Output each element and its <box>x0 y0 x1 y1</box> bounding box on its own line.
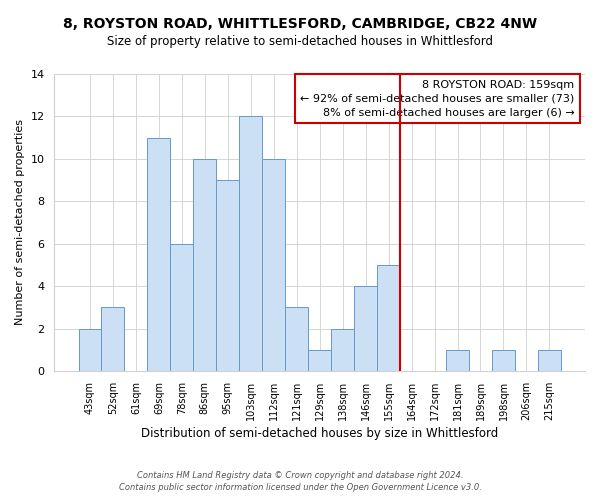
Text: 8 ROYSTON ROAD: 159sqm
← 92% of semi-detached houses are smaller (73)
8% of semi: 8 ROYSTON ROAD: 159sqm ← 92% of semi-det… <box>300 80 574 118</box>
Bar <box>285 308 308 371</box>
Bar <box>354 286 377 371</box>
Bar <box>148 138 170 371</box>
Bar <box>331 328 354 371</box>
Bar <box>239 116 262 371</box>
Bar <box>377 265 400 371</box>
Bar <box>308 350 331 371</box>
Bar <box>193 159 217 371</box>
Bar <box>101 308 124 371</box>
Bar <box>170 244 193 371</box>
Text: Size of property relative to semi-detached houses in Whittlesford: Size of property relative to semi-detach… <box>107 35 493 48</box>
X-axis label: Distribution of semi-detached houses by size in Whittlesford: Distribution of semi-detached houses by … <box>141 427 499 440</box>
Bar <box>79 328 101 371</box>
Bar <box>446 350 469 371</box>
Bar <box>492 350 515 371</box>
Text: 8, ROYSTON ROAD, WHITTLESFORD, CAMBRIDGE, CB22 4NW: 8, ROYSTON ROAD, WHITTLESFORD, CAMBRIDGE… <box>63 18 537 32</box>
Bar <box>538 350 561 371</box>
Bar <box>217 180 239 371</box>
Text: Contains HM Land Registry data © Crown copyright and database right 2024.
Contai: Contains HM Land Registry data © Crown c… <box>119 471 481 492</box>
Y-axis label: Number of semi-detached properties: Number of semi-detached properties <box>15 120 25 326</box>
Bar <box>262 159 285 371</box>
